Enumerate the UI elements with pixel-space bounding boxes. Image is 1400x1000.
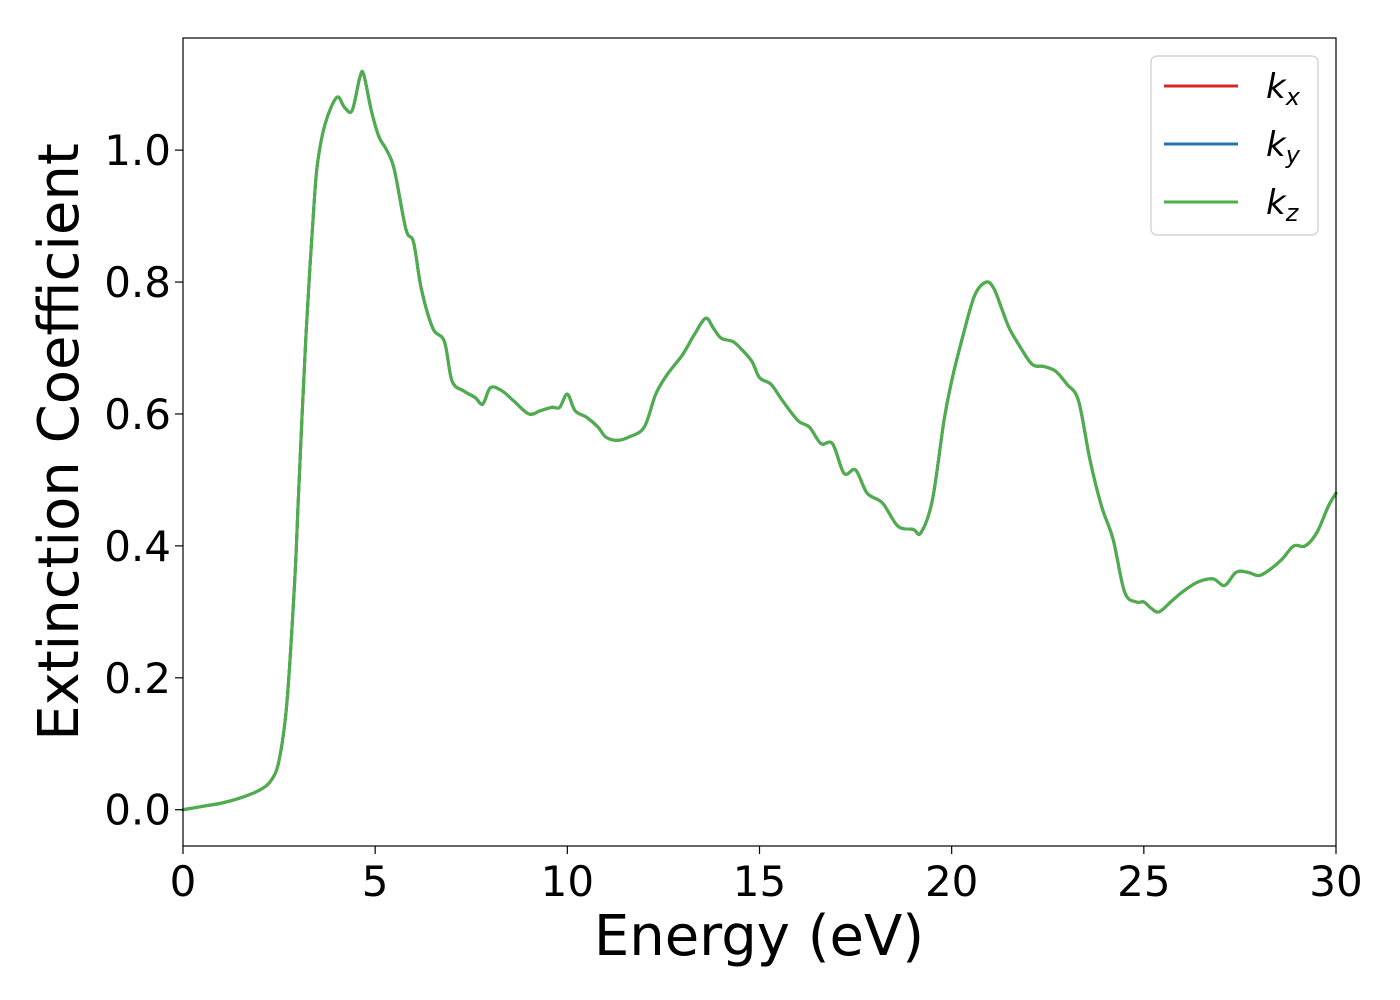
- y-tick-label: 0.2: [104, 654, 171, 703]
- y-axis: 0.0 0.2 0.4 0.6 0.8 1.0: [104, 126, 183, 835]
- legend: kx ky kz: [1150, 55, 1319, 236]
- series-layer: [181, 69, 1338, 812]
- series-line-kz: [181, 69, 1338, 812]
- x-tick-label: 20: [925, 857, 978, 906]
- legend-label-y: ky: [1266, 125, 1301, 169]
- y-tick-label: 0.0: [104, 786, 171, 835]
- y-tick-label: 1.0: [104, 126, 171, 175]
- x-tick-label: 15: [733, 857, 786, 906]
- y-tick-label: 0.6: [104, 390, 171, 439]
- x-tick-label: 30: [1309, 857, 1362, 906]
- y-tick-label: 0.8: [104, 258, 171, 307]
- x-axis: 0 5 10 15 20 25 30: [170, 846, 1363, 906]
- x-tick-label: 0: [170, 857, 197, 906]
- x-tick-label: 5: [362, 857, 389, 906]
- x-tick-label: 10: [541, 857, 594, 906]
- y-axis-label: Extinction Coefficient: [27, 143, 92, 741]
- legend-label-z: kz: [1266, 183, 1300, 227]
- legend-label-x: kx: [1266, 67, 1301, 111]
- x-axis-label: Energy (eV): [594, 904, 924, 969]
- y-tick-label: 0.4: [104, 522, 171, 571]
- x-tick-label: 25: [1117, 857, 1170, 906]
